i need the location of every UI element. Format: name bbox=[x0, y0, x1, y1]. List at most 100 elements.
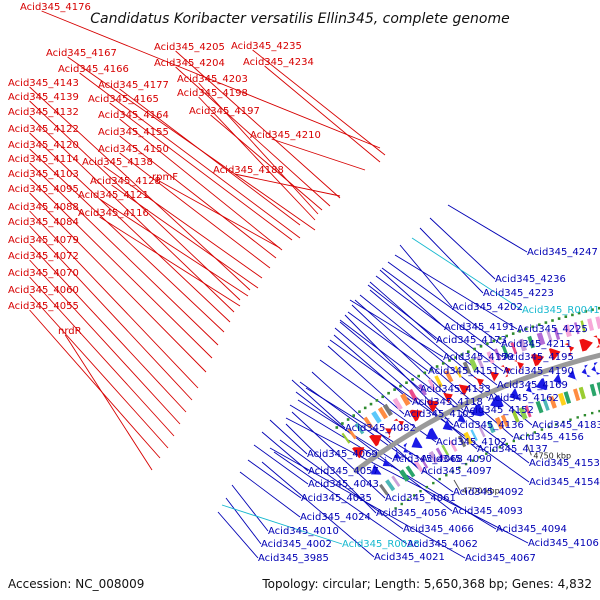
reverse-gene-label: Acid345_4090 bbox=[421, 454, 492, 465]
reverse-label-connector bbox=[375, 275, 504, 372]
forward-gene-label: Acid345_4120 bbox=[8, 140, 79, 151]
reverse-gene-label: Acid345_4247 bbox=[527, 247, 598, 258]
cog-block bbox=[574, 322, 580, 335]
reverse-label-connector bbox=[339, 319, 530, 464]
forward-gene-label: Acid345_4138 bbox=[82, 157, 153, 168]
cog-block bbox=[408, 388, 418, 402]
forward-gene-label: Acid345_4150 bbox=[98, 144, 169, 155]
reverse-label-connector bbox=[291, 379, 346, 429]
cog-block bbox=[392, 397, 403, 411]
reverse-gene-arrow bbox=[535, 378, 548, 391]
cog-block-inner bbox=[463, 431, 473, 445]
reverse-gene-label: Acid345_4236 bbox=[495, 274, 566, 285]
tick-mark bbox=[453, 479, 461, 491]
cog-block bbox=[418, 383, 427, 396]
forward-label-connector bbox=[111, 184, 259, 289]
reverse-label-connector bbox=[239, 471, 301, 518]
cog-block-inner bbox=[420, 457, 429, 469]
cog-block-inner bbox=[524, 405, 532, 418]
gc-content-dot bbox=[591, 411, 594, 415]
cog-block-inner bbox=[478, 425, 486, 438]
forward-gene-label: Acid345_4234 bbox=[243, 57, 314, 68]
cog-block bbox=[587, 318, 594, 331]
cog-block bbox=[354, 422, 365, 435]
reverse-label-connector bbox=[221, 504, 343, 545]
reverse-gene-arrow bbox=[370, 464, 382, 475]
cog-block-inner bbox=[518, 406, 528, 420]
reverse-gene-label: Acid345_4056 bbox=[376, 508, 447, 519]
reverse-gene-label: Acid345_4066 bbox=[403, 524, 474, 535]
forward-gene-label: Acid345_4143 bbox=[8, 78, 79, 89]
reverse-gene-label: Acid345_4153 bbox=[529, 458, 600, 469]
gc-skew-dot bbox=[577, 311, 581, 315]
forward-label-connector bbox=[198, 96, 316, 221]
reverse-gene-label: Acid345_4191 bbox=[444, 322, 515, 333]
tick-mark bbox=[526, 444, 532, 456]
forward-gene-label: Acid345_4164 bbox=[98, 110, 169, 121]
cog-block-inner bbox=[405, 465, 416, 478]
forward-label-connector bbox=[41, 10, 381, 149]
reverse-gene-arrow bbox=[567, 368, 578, 381]
forward-label-connector bbox=[234, 173, 341, 197]
forward-label-connector bbox=[29, 243, 187, 413]
gc-skew-dot bbox=[518, 330, 521, 333]
reverse-gene-label: Acid345_R0038 bbox=[342, 539, 420, 550]
forward-gene-label: Acid345_4084 bbox=[8, 217, 79, 228]
reverse-gene-label: Acid345_4021 bbox=[374, 552, 445, 563]
gc-skew-dot bbox=[441, 362, 445, 365]
gc-skew-dot bbox=[423, 371, 427, 375]
gc-content-dot bbox=[554, 423, 558, 426]
gc-content-dot bbox=[533, 431, 536, 434]
gc-skew-dot bbox=[411, 378, 414, 381]
gc-content-dot bbox=[498, 446, 502, 449]
forward-gene-label: Acid345_4060 bbox=[8, 285, 79, 296]
forward-label-connector bbox=[119, 135, 277, 259]
forward-gene-label: rpmF bbox=[152, 172, 178, 183]
reverse-gene-label: Acid345_4225 bbox=[517, 324, 588, 335]
reverse-gene-label: Acid345_4183 bbox=[532, 420, 600, 431]
forward-gene-label: Acid345_4055 bbox=[8, 301, 79, 312]
forward-gene-arrow bbox=[458, 384, 470, 396]
gc-skew-dot bbox=[467, 350, 470, 353]
gc-skew-dot bbox=[405, 381, 408, 384]
forward-gene-label: Acid345_4177 bbox=[98, 80, 169, 91]
gc-skew-dot bbox=[346, 418, 350, 421]
forward-label-connector bbox=[29, 293, 169, 449]
reverse-label-connector bbox=[351, 304, 464, 411]
reverse-gene-arrow bbox=[581, 364, 591, 378]
gc-skew-dot bbox=[524, 327, 528, 331]
gc-skew-dot bbox=[486, 342, 489, 345]
gc-content-dot bbox=[512, 439, 515, 443]
forward-label-connector bbox=[29, 132, 231, 323]
cog-block-inner bbox=[500, 414, 510, 428]
forward-gene-label: Acid345_4176 bbox=[20, 2, 91, 13]
forward-gene-label: Acid345_4070 bbox=[8, 268, 79, 279]
forward-label-connector bbox=[64, 334, 153, 471]
reverse-gene-label: Acid345_4190 bbox=[503, 366, 574, 377]
reverse-gene-arrow bbox=[457, 412, 468, 424]
cog-block-inner bbox=[596, 382, 600, 395]
gc-skew-dot bbox=[363, 406, 367, 410]
forward-label-connector bbox=[103, 165, 263, 279]
forward-label-connector bbox=[252, 49, 386, 156]
reverse-label-connector bbox=[269, 419, 308, 455]
gc-skew-dot bbox=[393, 388, 396, 391]
forward-gene-label: Acid345_4204 bbox=[154, 58, 225, 69]
cog-block-inner bbox=[385, 479, 396, 492]
genome-backbone bbox=[352, 352, 600, 474]
gc-skew-dot bbox=[435, 365, 439, 368]
cog-block bbox=[341, 432, 351, 444]
gc-content-dot bbox=[526, 433, 529, 437]
reverse-gene-arrow bbox=[490, 395, 504, 408]
forward-gene-arrow bbox=[381, 426, 393, 439]
forward-label-connector bbox=[29, 162, 219, 346]
reverse-gene-label: Acid345_4106 bbox=[528, 538, 599, 549]
forward-gene-label: Acid345_4167 bbox=[46, 48, 117, 59]
forward-gene-arrow bbox=[442, 392, 453, 404]
reverse-gene-label: Acid345_4151 bbox=[428, 366, 499, 377]
cog-block-inner bbox=[379, 483, 389, 496]
reverse-gene-label: Acid345_4094 bbox=[496, 524, 567, 535]
cog-block bbox=[518, 338, 527, 352]
forward-gene-label: Acid345_4072 bbox=[8, 251, 79, 262]
